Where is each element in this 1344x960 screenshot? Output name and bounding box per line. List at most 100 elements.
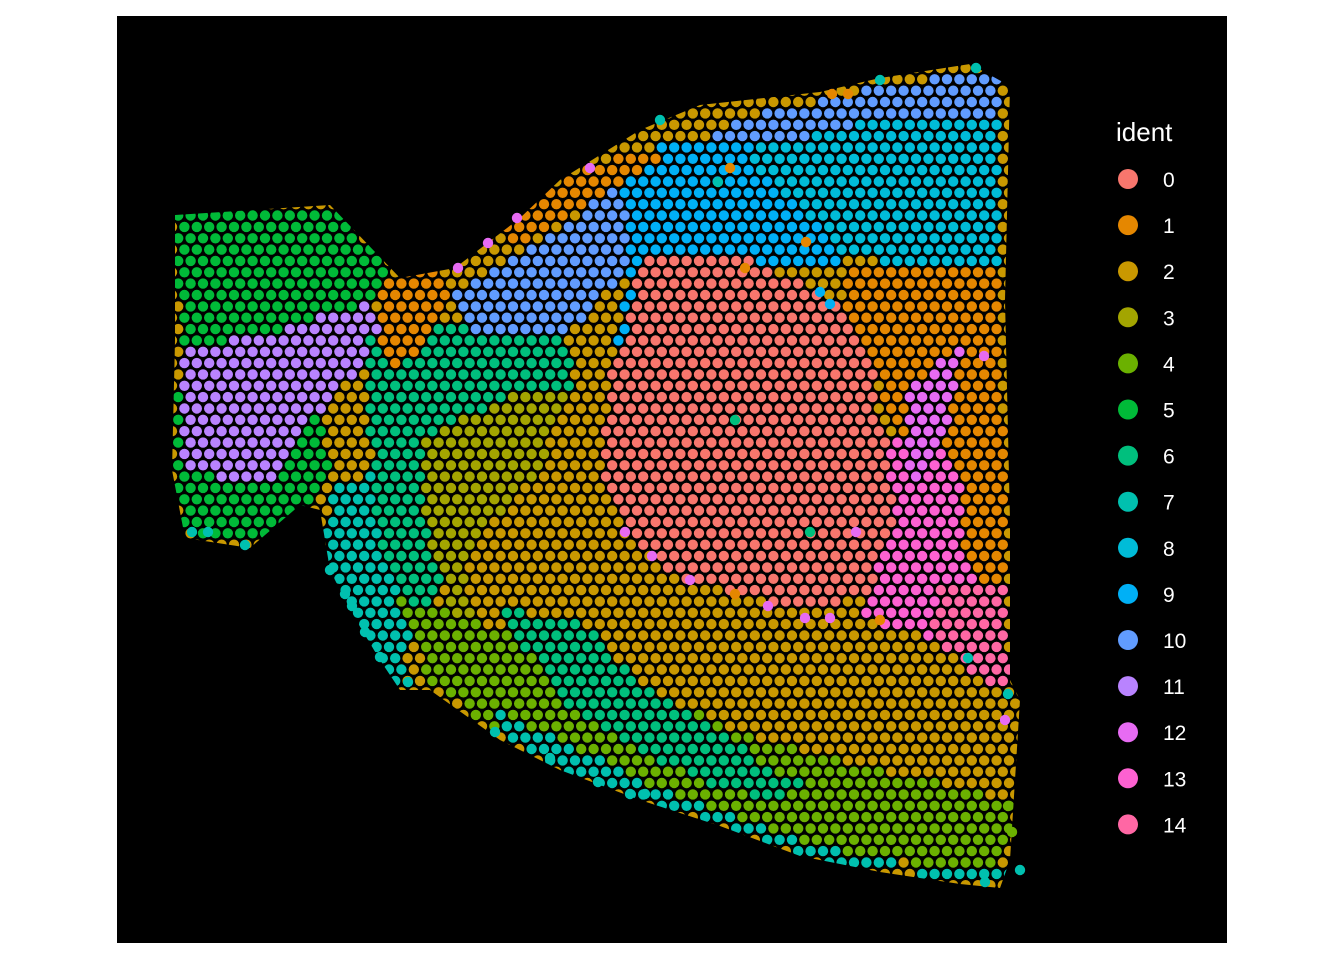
spot-cluster-6	[588, 630, 599, 641]
spot-cluster-0	[718, 505, 729, 516]
spot-cluster-12	[948, 357, 959, 369]
spot-cluster-4	[538, 675, 550, 687]
spot-cluster-2	[712, 630, 723, 641]
spot-cluster-2	[786, 675, 798, 687]
spot-cluster-0	[824, 494, 835, 505]
spot-cluster-6	[582, 687, 593, 698]
spot-cluster-7	[396, 641, 407, 653]
spot-cluster-2	[569, 391, 581, 403]
spot-cluster-9	[656, 164, 667, 176]
spot-cluster-0	[687, 471, 698, 482]
spot-cluster-10	[464, 312, 475, 323]
spot-cluster-6	[383, 528, 395, 539]
spot-cluster-2	[848, 653, 860, 664]
spot-cluster-0	[712, 562, 723, 573]
spot-cluster-4	[427, 607, 438, 618]
spot-cluster-4	[470, 687, 481, 698]
spot-cluster-4	[861, 834, 872, 845]
spot-cluster-10	[873, 85, 884, 96]
spot-cluster-2	[892, 664, 903, 675]
spot-cluster-3	[489, 448, 500, 460]
spot-cluster-8	[979, 233, 990, 244]
spot-cluster-5	[303, 494, 314, 505]
spot-cluster-2	[712, 607, 723, 618]
spot-cluster-2	[613, 289, 624, 301]
spot-cluster-1	[545, 210, 556, 221]
spot-cluster-0	[650, 426, 661, 437]
spot-cluster-9	[712, 199, 723, 210]
spot-cluster-2	[545, 528, 556, 539]
spot-cluster-4	[737, 811, 748, 823]
spot-cluster-2	[625, 653, 636, 664]
spot-cluster-0	[842, 437, 853, 448]
spot-cluster-5	[185, 301, 196, 312]
spot-cluster-5	[272, 278, 283, 289]
spot-cluster-4	[439, 607, 450, 618]
spot-cluster-4	[979, 823, 990, 834]
spot-cluster-2	[774, 653, 785, 664]
spot-cluster-6	[532, 641, 543, 653]
spot-cluster-4	[656, 777, 667, 789]
spot-cluster-2	[644, 641, 655, 653]
spot-cluster-0	[743, 323, 754, 335]
spot-cluster-4	[879, 777, 891, 789]
spot-cluster-3	[495, 460, 506, 471]
spot-cluster-2	[755, 687, 767, 698]
spot-cluster-2	[470, 255, 481, 267]
spot-cluster-6	[712, 766, 723, 777]
spot-cluster-6	[427, 562, 438, 573]
spot-cluster-6	[402, 584, 413, 596]
spot-cluster-0	[755, 346, 767, 357]
spot-cluster-6	[501, 607, 512, 618]
spot-cluster-8	[929, 164, 940, 176]
spot-cluster-3	[514, 426, 525, 437]
spot-cluster-9	[824, 244, 835, 255]
spot-cluster-4	[910, 834, 922, 845]
spot-cluster-1	[979, 460, 990, 471]
spot-cluster-4	[669, 777, 680, 789]
spot-cluster-13	[960, 562, 971, 573]
spot-cluster-2	[712, 675, 723, 687]
spot-cluster-1	[439, 289, 450, 301]
spot-cluster-10	[805, 119, 816, 130]
spot-cluster-2	[340, 448, 351, 460]
spot-cluster-2	[755, 618, 767, 630]
spot-cluster-0	[718, 414, 729, 425]
spot-cluster-0	[749, 584, 760, 596]
spot-cluster-13	[917, 505, 928, 516]
spot-cluster-5	[309, 437, 320, 448]
spot-cluster-7	[390, 653, 401, 664]
spot-cluster-9	[731, 233, 742, 244]
spot-cluster-11	[228, 448, 240, 460]
spot-cluster-2	[631, 596, 643, 607]
spot-cluster-1	[966, 550, 977, 562]
spot-cluster-2	[948, 653, 959, 664]
spot-cluster-4	[569, 732, 581, 743]
spot-cluster-6	[569, 687, 581, 698]
spot-cluster-0	[607, 391, 618, 403]
spot-cluster-1	[855, 278, 866, 289]
spot-cluster-2	[594, 596, 605, 607]
spot-cluster-2	[687, 108, 698, 119]
spot-cluster-9	[749, 221, 760, 233]
spot-cluster-6	[377, 403, 388, 414]
spot-cluster-1	[848, 289, 860, 301]
spot-cluster-0	[762, 426, 773, 437]
spot-cluster-0	[811, 562, 822, 573]
spot-cluster-0	[830, 346, 841, 357]
spot-cluster-9	[693, 233, 705, 244]
spot-cluster-2	[917, 709, 928, 721]
spot-cluster-2	[879, 709, 891, 721]
spot-cluster-5	[197, 255, 209, 267]
spot-cluster-0	[700, 539, 711, 550]
spot-cluster-9	[755, 187, 767, 198]
spot-cluster-5	[247, 210, 258, 221]
spot-cluster-1	[421, 323, 432, 335]
spot-cluster-9	[662, 176, 674, 187]
spot-cluster-9	[737, 221, 748, 233]
spot-cluster-3	[538, 403, 550, 414]
spot-cluster-0	[706, 505, 717, 516]
spot-cluster-12	[954, 346, 965, 357]
spot-cluster-6	[458, 391, 469, 403]
spot-cluster-0	[662, 289, 674, 301]
